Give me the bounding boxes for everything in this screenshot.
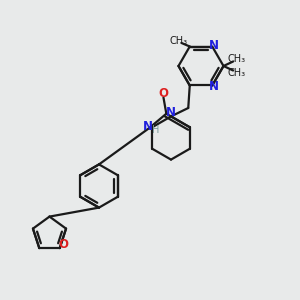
Text: CH₃: CH₃	[227, 54, 245, 64]
Text: O: O	[58, 238, 68, 251]
Text: CH₃: CH₃	[227, 68, 245, 78]
Text: H: H	[152, 125, 159, 135]
Text: N: N	[142, 120, 153, 133]
Text: N: N	[166, 106, 176, 119]
Text: N: N	[208, 39, 218, 52]
Text: O: O	[158, 87, 169, 101]
Text: CH₃: CH₃	[169, 36, 188, 46]
Text: N: N	[208, 80, 218, 93]
